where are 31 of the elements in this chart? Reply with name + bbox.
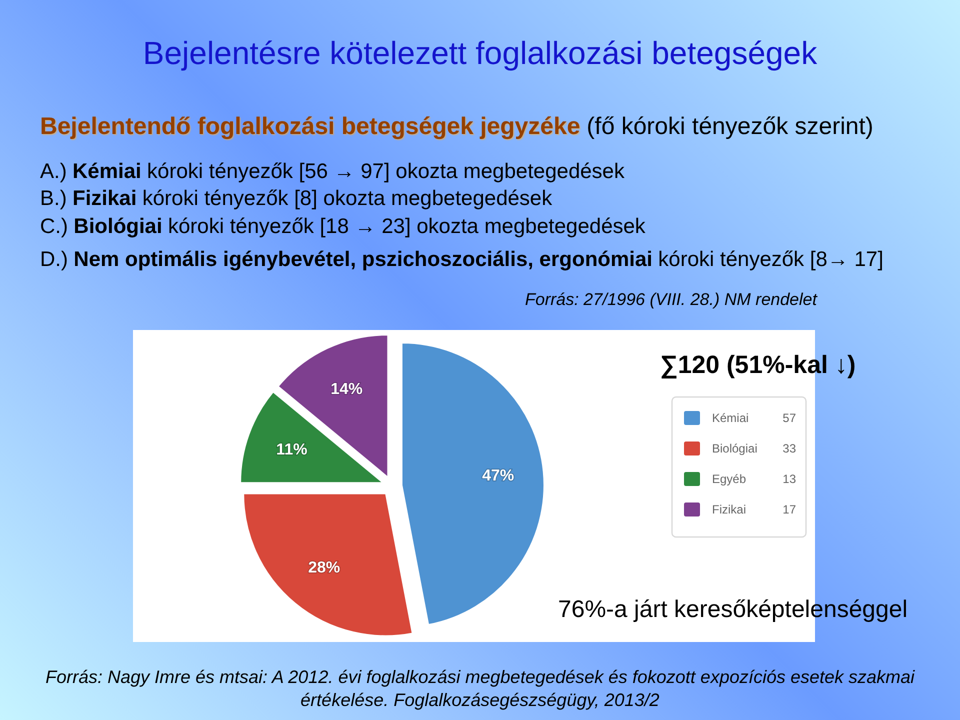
text: kóroki tényezők [8→ 17] (658, 248, 884, 271)
text: D.) (40, 248, 68, 271)
text: Fizikai (72, 187, 137, 210)
text: B.) (40, 187, 67, 210)
text: C.) (40, 215, 68, 238)
text: (fő kóroki tényezők szerint) (586, 113, 874, 140)
legend-label: Biológiai (712, 442, 758, 456)
text: 57 (782, 411, 796, 425)
text: kóroki tényezők [18 → 23] okozta megbetegedések (168, 215, 646, 238)
legend-label: Kémiai (712, 411, 749, 425)
data-label: 14% (330, 381, 363, 398)
chart-subtitle: Bejelentendő foglalkozási betegségek jegyzéke (40, 113, 580, 140)
data-label: 47% (482, 467, 514, 484)
text: Biológiai (74, 215, 162, 238)
text: A.) (40, 160, 67, 183)
text: Nem optimális igénybevétel, pszichoszociális, ergonómiai (74, 248, 652, 271)
legend-label: Egyéb (712, 472, 746, 486)
text: Forrás: Nagy Imre és mtsai: A 2012. évi foglalkozási megbetegedések és fokozott expozíciós esetek szakmai értékelése. Foglalkozásegészségügy, 2013/2 (45, 667, 915, 710)
text: ∑120 (51%-kal ↓) (660, 351, 856, 379)
text: kóroki tényezők [8] okozta megbetegedések (142, 187, 552, 210)
data-label: 28% (308, 560, 340, 577)
chart-title: Bejelentésre kötelezett foglalkozási betegségek (142, 35, 818, 71)
text: 17 (782, 502, 796, 516)
legend-label: Fizikai (712, 502, 746, 516)
data-label: 11% (276, 441, 308, 458)
text: 13 (782, 472, 796, 486)
text: 33 (782, 442, 796, 456)
text: Forrás: 27/1996 (VIII. 28.) NM rendelet (525, 290, 817, 309)
text: 76%-a járt keresőképtelenséggel (558, 596, 908, 623)
text: kóroki tényezők [56 → 97] okozta megbetegedések (147, 160, 624, 183)
text: Kémiai (72, 160, 142, 183)
